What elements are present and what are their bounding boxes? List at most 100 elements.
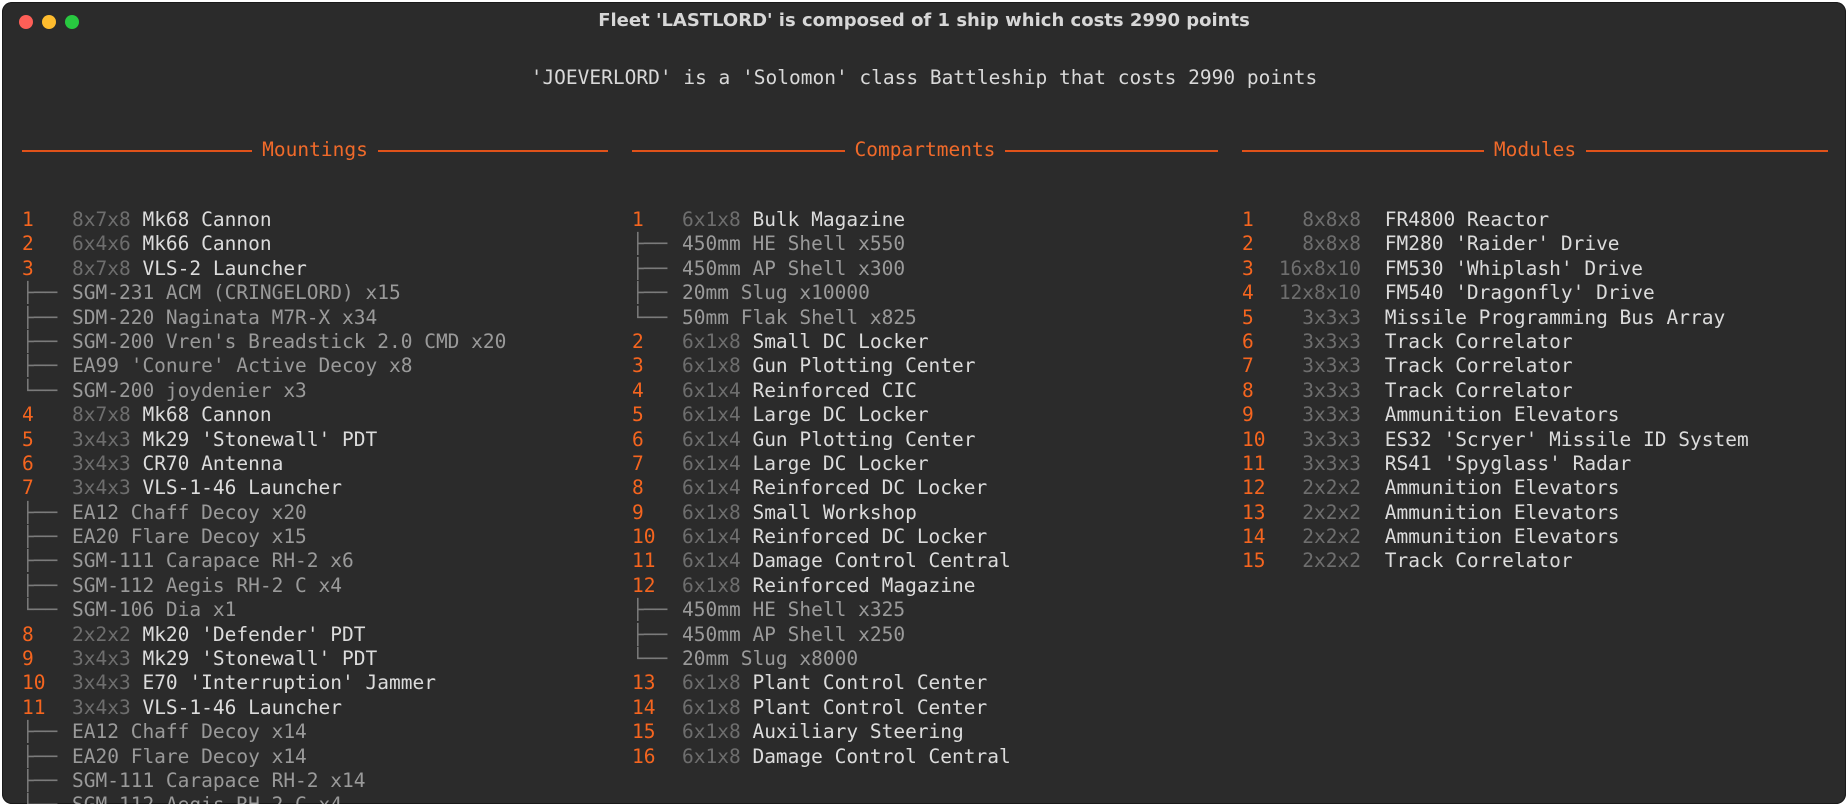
mountings-column: Mountings 1 8x7x8 Mk68 Cannon 2 6x4x6 Mk66 … (22, 92, 608, 804)
list-item: 1 8x8x8 FR4800 Reactor (1242, 208, 1828, 232)
tree-branch: └── (22, 598, 58, 622)
sub-list-item: ├── SGM-111 Carapace RH-2 x6 (22, 549, 608, 573)
list-item: 14 2x2x2 Ammunition Elevators (1242, 525, 1828, 549)
item-size: 3x3x3 (1302, 329, 1361, 353)
item-number: 6 (632, 427, 644, 451)
item-number: 7 (632, 451, 644, 475)
tree-branch: ├── (22, 525, 58, 549)
item-name: Track Correlator (1384, 378, 1573, 402)
list-item: 6 6x1x4 Gun Plotting Center (632, 428, 1218, 452)
tree-branch: ├── (22, 549, 58, 573)
tree-branch: ├── (22, 500, 58, 524)
close-window-button[interactable] (19, 15, 33, 29)
item-name: Gun Plotting Center (752, 354, 976, 378)
sub-list-item: ├── SGM-111 Carapace RH-2 x14 (22, 769, 608, 793)
item-name: Reinforced DC Locker (752, 476, 988, 500)
window-title: Fleet 'LASTLORD' is composed of 1 ship w… (598, 9, 1250, 31)
minimize-window-button[interactable] (42, 15, 56, 29)
modules-header: Modules (1242, 138, 1828, 162)
item-size: 12x8x10 (1278, 281, 1361, 305)
tree-branch: ├── (22, 305, 58, 329)
item-size: 3x3x3 (1302, 403, 1361, 427)
item-size: 8x7x8 (72, 208, 131, 231)
item-number: 14 (1242, 525, 1266, 549)
list-item: 11 6x1x4 Damage Control Central (632, 549, 1218, 573)
item-size: 6x4x6 (72, 232, 131, 256)
list-item: 15 6x1x8 Auxiliary Steering (632, 720, 1218, 744)
item-size: 8x8x8 (1302, 232, 1361, 256)
item-name: Mk68 Cannon (142, 403, 272, 427)
item-size: 3x4x3 (72, 695, 131, 719)
item-name: Track Correlator (1384, 549, 1573, 573)
item-number: 13 (1242, 500, 1266, 524)
list-item: 2 6x1x8 Small DC Locker (632, 330, 1218, 354)
item-number: 12 (1242, 476, 1266, 500)
maximize-window-button[interactable] (65, 15, 79, 29)
item-number: 9 (632, 500, 644, 524)
sub-item-name: 450mm AP Shell x250 (682, 622, 906, 646)
sub-item-name: EA12 Chaff Decoy x14 (72, 720, 307, 744)
list-item: 11 3x3x3 RS41 'Spyglass' Radar (1242, 452, 1828, 476)
item-name: Ammunition Elevators (1384, 403, 1620, 427)
sub-item-name: EA12 Chaff Decoy x20 (72, 500, 307, 524)
sub-list-item: ├── SDM-220 Naginata M7R-X x34 (22, 306, 608, 330)
item-number: 2 (22, 232, 34, 256)
item-size: 8x7x8 (72, 256, 131, 280)
item-number: 14 (632, 695, 656, 719)
item-name: Ammunition Elevators (1384, 500, 1620, 524)
tree-branch: ├── (632, 232, 668, 256)
sub-list-item: ├── EA12 Chaff Decoy x14 (22, 720, 608, 744)
list-item: 3 6x1x8 Gun Plotting Center (632, 354, 1218, 378)
list-item: 10 3x3x3 ES32 'Scryer' Missile ID System (1242, 428, 1828, 452)
item-size: 8x7x8 (72, 403, 131, 427)
sub-list-item: ├── EA12 Chaff Decoy x20 (22, 501, 608, 525)
sub-item-name: EA20 Flare Decoy x14 (72, 744, 307, 768)
item-number: 2 (632, 329, 644, 353)
list-item: 6 3x3x3 Track Correlator (1242, 330, 1828, 354)
item-number: 4 (632, 378, 644, 402)
item-name: Mk66 Cannon (142, 232, 272, 256)
tree-branch: ├── (22, 329, 58, 353)
item-name: Ammunition Elevators (1384, 476, 1620, 500)
tree-branch: ├── (22, 744, 58, 768)
item-name: Bulk Magazine (752, 208, 906, 231)
tree-branch: ├── (22, 354, 58, 378)
list-item: 9 6x1x8 Small Workshop (632, 501, 1218, 525)
item-size: 6x1x8 (682, 500, 741, 524)
sub-list-item: ├── EA20 Flare Decoy x15 (22, 525, 608, 549)
item-name: Large DC Locker (752, 451, 929, 475)
item-number: 3 (632, 354, 644, 378)
item-size: 6x1x8 (682, 720, 741, 744)
item-name: Reinforced DC Locker (752, 525, 988, 549)
list-item: 11 3x4x3 VLS-1-46 Launcher (22, 696, 608, 720)
item-size: 6x1x8 (682, 695, 741, 719)
item-number: 13 (632, 671, 656, 695)
sub-item-name: SGM-111 Carapace RH-2 x6 (72, 549, 354, 573)
sub-item-name: SGM-200 joydenier x3 (72, 378, 307, 402)
list-item: 4 12x8x10 FM540 'Dragonfly' Drive (1242, 281, 1828, 305)
item-number: 7 (22, 476, 34, 500)
item-name: E70 'Interruption' Jammer (142, 671, 436, 695)
item-size: 6x1x4 (682, 403, 741, 427)
item-size: 2x2x2 (1302, 549, 1361, 573)
list-item: 4 8x7x8 Mk68 Cannon (22, 403, 608, 427)
mountings-header: Mountings (22, 138, 608, 162)
item-number: 7 (1242, 354, 1254, 378)
item-number: 3 (22, 256, 34, 280)
item-name: Small Workshop (752, 500, 917, 524)
tree-branch: └── (632, 647, 668, 671)
item-size: 8x8x8 (1302, 208, 1361, 231)
tree-branch: ├── (632, 281, 668, 305)
item-size: 6x1x8 (682, 671, 741, 695)
list-item: 3 8x7x8 VLS-2 Launcher (22, 257, 608, 281)
list-item: 5 3x3x3 Missile Programming Bus Array (1242, 306, 1828, 330)
sub-item-name: 450mm HE Shell x550 (682, 232, 906, 256)
item-name: FM530 'Whiplash' Drive (1384, 256, 1644, 280)
sub-list-item: ├── EA99 'Conure' Active Decoy x8 (22, 354, 608, 378)
list-item: 4 6x1x4 Reinforced CIC (632, 379, 1218, 403)
item-size: 3x3x3 (1302, 451, 1361, 475)
item-name: Gun Plotting Center (752, 427, 976, 451)
item-name: FM280 'Raider' Drive (1384, 232, 1620, 256)
item-number: 9 (1242, 403, 1254, 427)
sub-list-item: ├── SGM-112 Aegis RH-2 C x4 (22, 574, 608, 598)
